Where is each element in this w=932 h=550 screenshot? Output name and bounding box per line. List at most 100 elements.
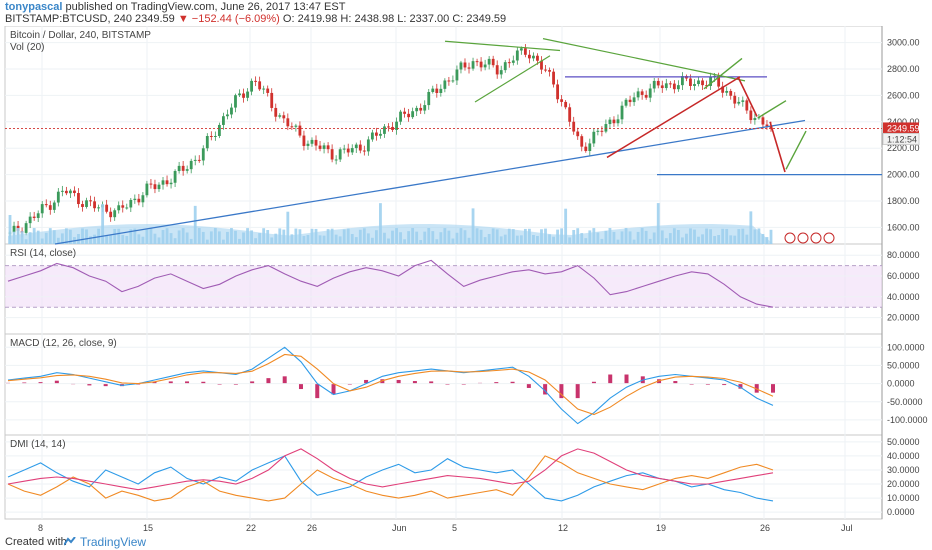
macd-histogram-bar (233, 383, 238, 385)
long-term-trendline (54, 119, 806, 245)
candle-body (753, 118, 757, 121)
macd-histogram-bar (526, 383, 531, 388)
candle-body (342, 148, 346, 150)
x-tick-label: 26 (307, 523, 317, 533)
candle-body (447, 80, 451, 82)
candle-body (600, 130, 604, 132)
candle-body (32, 216, 36, 218)
candle-body (81, 204, 84, 207)
macd-histogram-bar (754, 383, 759, 393)
macd-histogram-bar (364, 379, 369, 384)
candle-body (274, 107, 278, 117)
candle-body (161, 180, 165, 185)
candle-body (709, 77, 713, 86)
candle-body (217, 124, 221, 136)
candle-body (197, 159, 201, 161)
red-rise-line (606, 76, 741, 159)
y-tick-label: -100.0000 (887, 415, 928, 425)
candle-body (697, 80, 700, 85)
macd-histogram-bar (771, 383, 775, 393)
event-marker-icon (797, 232, 809, 244)
y-tick-label: 0.0000 (887, 507, 915, 517)
macd-histogram-bar (298, 383, 303, 390)
candle-body (354, 144, 358, 149)
candle-body (527, 54, 531, 59)
candle-body (419, 107, 423, 111)
candle-body (668, 83, 672, 85)
candle-body (97, 207, 101, 209)
x-tick-label: 12 (558, 523, 568, 533)
candle-body (423, 105, 427, 111)
candle-body (451, 80, 455, 82)
volume-indicator-label: Vol (20) (10, 42, 44, 53)
series-line-1 (7, 353, 774, 416)
y-tick-label: 3000.00 (887, 38, 920, 48)
y-tick-label: 80.0000 (887, 250, 920, 260)
candle-body (173, 171, 177, 183)
candle-body (262, 88, 266, 90)
candle-body (491, 58, 495, 66)
candle-body (632, 97, 636, 103)
candle-body (338, 149, 342, 160)
author-link[interactable]: tonypascal (5, 1, 63, 13)
tradingview-brand[interactable]: TradingView (80, 535, 147, 549)
candle-body (640, 91, 644, 95)
candle-body (121, 205, 125, 208)
candle-body (693, 84, 696, 86)
candle-body (761, 117, 765, 125)
candle-body (322, 145, 326, 149)
candle-body (290, 126, 294, 128)
channel-top-line (444, 40, 561, 52)
candle-body (411, 111, 415, 118)
candle-body (560, 99, 564, 102)
y-tick-label: -50.0000 (887, 397, 923, 407)
macd-histogram-bar (738, 383, 743, 389)
candle-body (113, 210, 117, 218)
volume-bar (564, 208, 568, 244)
candle-body (463, 62, 467, 68)
created-with-label: Created with (5, 536, 67, 548)
x-tick-label: Jun (392, 523, 407, 533)
macd-histogram-bar (380, 379, 385, 384)
candle-body (503, 62, 507, 71)
candle-body (258, 81, 262, 90)
candle-body (636, 91, 640, 98)
last-price-label: 2349.59 (887, 123, 920, 133)
candle-body (431, 88, 435, 92)
x-tick-label: 8 (38, 523, 43, 533)
countdown-tag (882, 132, 920, 145)
volume-ma-area (8, 224, 773, 244)
candle-body (137, 198, 141, 203)
candle-body (620, 105, 624, 120)
publish-line: tonypascal published on TradingView.com,… (5, 1, 345, 14)
y-tick-label: 20.0000 (887, 479, 920, 489)
candle-body (511, 60, 515, 63)
y-tick-label: 10.0000 (887, 493, 920, 503)
macd-histogram-bar (185, 381, 190, 384)
candle-body (701, 80, 704, 86)
candle-body (28, 216, 32, 224)
candle-body (330, 149, 334, 160)
x-tick-label: 15 (143, 523, 153, 533)
countdown-label: 1:12:54 (887, 134, 917, 144)
candle-body (250, 80, 254, 92)
footer: Created with TradingView (0, 533, 932, 550)
candle-body (350, 148, 354, 153)
candle-body (205, 136, 209, 149)
candle-body (749, 110, 753, 121)
candle-body (745, 100, 749, 111)
candle-body (242, 93, 245, 98)
candle-body (24, 223, 28, 233)
pane-frame (4, 26, 883, 245)
candle-body (523, 48, 527, 55)
candle-body (145, 183, 149, 196)
candle-body (552, 71, 555, 85)
candle-body (36, 213, 40, 218)
candles-group (8, 44, 773, 239)
chart-area[interactable]: 8 15 22 26 Jun 5 12 19 26 Jul 1600.00 1800.00 2000.0… (0, 26, 932, 533)
candle-body (379, 133, 382, 136)
last-price-tag (883, 122, 919, 134)
candle-body (334, 159, 338, 161)
candle-body (153, 184, 157, 190)
candle-body (656, 80, 660, 86)
